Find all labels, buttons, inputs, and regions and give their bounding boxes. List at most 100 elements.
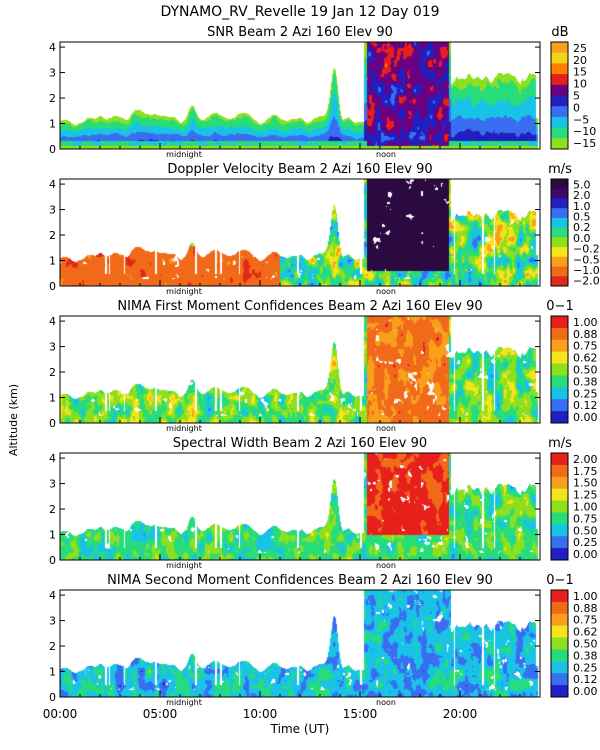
colorbar-swatch: [551, 127, 568, 139]
colorbar-label: 0.50: [573, 364, 598, 377]
y-tick-label: 1: [49, 666, 56, 679]
colorbar-swatch: [551, 613, 568, 627]
y-axis-label: Altitude (km): [7, 384, 20, 456]
colorbar-label: −2.0: [573, 275, 600, 288]
colorbar-swatch: [551, 512, 568, 525]
y-tick-label: 0: [49, 554, 56, 567]
colorbar-swatch: [551, 266, 568, 277]
colorbar-swatch: [551, 524, 568, 537]
colorbar-label: 1.00: [573, 501, 598, 514]
noon-label: noon: [376, 561, 396, 570]
y-tick-label: 2: [49, 229, 56, 242]
colorbar-label: 0.38: [573, 375, 598, 388]
colorbar-swatch: [551, 256, 568, 268]
colorbar-swatch: [551, 339, 568, 353]
colorbar-label: −1.0: [573, 264, 600, 277]
midnight-label: midnight: [166, 287, 202, 296]
y-tick-label: 3: [49, 67, 56, 80]
colorbar-swatch: [551, 217, 568, 229]
colorbar-label: 0.75: [573, 512, 598, 525]
y-tick-label: 2: [49, 503, 56, 516]
colorbar-label: 0.75: [573, 340, 598, 353]
colorbar-units: 0−1: [546, 299, 573, 314]
y-tick-label: 2: [49, 92, 56, 105]
colorbar-swatch: [551, 84, 568, 96]
y-tick-label: 3: [49, 478, 56, 491]
x-tick-label: 20:00: [443, 707, 478, 721]
colorbar-label: 0.00: [573, 685, 598, 698]
colorbar-label: 5: [573, 90, 580, 103]
midnight-label: midnight: [166, 424, 202, 433]
colorbar-label: 0.50: [573, 524, 598, 537]
colorbar-swatch: [551, 74, 568, 86]
colorbar-swatch: [551, 399, 568, 412]
heatmap-image: [60, 590, 540, 697]
colorbar-swatch: [551, 138, 568, 150]
heatmap-image: [60, 316, 540, 423]
colorbar-label: 1.00: [573, 590, 598, 603]
y-tick-label: 3: [49, 615, 56, 628]
colorbar-swatch: [551, 247, 568, 258]
colorbar-label: 1.50: [573, 477, 598, 490]
colorbar-swatch: [551, 453, 568, 466]
colorbar-swatch: [551, 649, 568, 662]
colorbar-label: 0.25: [573, 387, 598, 400]
colorbar-swatch: [551, 198, 568, 209]
y-tick-label: 1: [49, 529, 56, 542]
y-tick-label: 4: [49, 452, 56, 465]
heatmap-image: [60, 179, 540, 286]
colorbar-label: −15: [573, 137, 596, 150]
colorbar-label: 20: [573, 54, 587, 67]
midnight-label: midnight: [166, 561, 202, 570]
colorbar-label: 0.88: [573, 602, 598, 615]
y-tick-label: 3: [49, 204, 56, 217]
colorbar-swatch: [551, 42, 568, 54]
colorbar-swatch: [551, 63, 568, 75]
colorbar-frame: [550, 178, 569, 287]
colorbar-units: m/s: [548, 436, 572, 451]
colorbar-swatch: [551, 188, 568, 199]
midnight-label: midnight: [166, 150, 202, 159]
y-tick-label: 1: [49, 255, 56, 268]
colorbar-label: 0.50: [573, 638, 598, 651]
colorbar-label: −0.5: [573, 253, 600, 266]
colorbar-label: 2.0: [573, 189, 591, 202]
colorbar-label: 2.00: [573, 453, 598, 466]
colorbar-label: 0.5: [573, 210, 591, 223]
colorbar-label: 0.00: [573, 548, 598, 561]
colorbar-frame: [550, 452, 569, 561]
colorbar-swatch: [551, 411, 568, 424]
colorbar-label: 1.00: [573, 316, 598, 329]
colorbar-label: 1.75: [573, 465, 598, 478]
panel-width: Spectral Width Beam 2 Azi 160 Elev 90 m/s…: [49, 436, 598, 570]
heatmap-image: [60, 42, 540, 149]
colorbar-label: 0.2: [573, 221, 591, 234]
midnight-label: midnight: [166, 698, 202, 707]
colorbar-swatch: [551, 363, 568, 376]
panel-conf1: NIMA First Moment Confidences Beam 2 Azi…: [49, 299, 598, 433]
x-tick-label: 15:00: [343, 707, 378, 721]
noon-label: noon: [376, 698, 396, 707]
panel-title: Spectral Width Beam 2 Azi 160 Elev 90: [173, 436, 427, 451]
colorbar-label: 25: [573, 42, 587, 55]
colorbar-swatch: [551, 464, 568, 478]
y-tick-label: 0: [49, 143, 56, 156]
colorbar-swatch: [551, 276, 568, 287]
colorbar-swatch: [551, 548, 568, 561]
colorbar-swatch: [551, 227, 568, 238]
colorbar-swatch: [551, 625, 568, 639]
y-tick-label: 1: [49, 392, 56, 405]
colorbar-swatch: [551, 106, 568, 118]
colorbar-label: 1.25: [573, 489, 598, 502]
noon-label: noon: [376, 424, 396, 433]
colorbar-label: 0.0: [573, 232, 591, 245]
x-tick-labels: 00:00 05:00 10:00 15:00 20:00: [43, 707, 478, 721]
x-tick-label: 00:00: [43, 707, 78, 721]
colorbar-swatch: [551, 387, 568, 400]
colorbar-swatch: [551, 95, 568, 107]
colorbar-label: 0.38: [573, 649, 598, 662]
colorbar-units: 0−1: [546, 573, 573, 588]
y-tick-label: 4: [49, 315, 56, 328]
colorbar-swatch: [551, 116, 568, 129]
